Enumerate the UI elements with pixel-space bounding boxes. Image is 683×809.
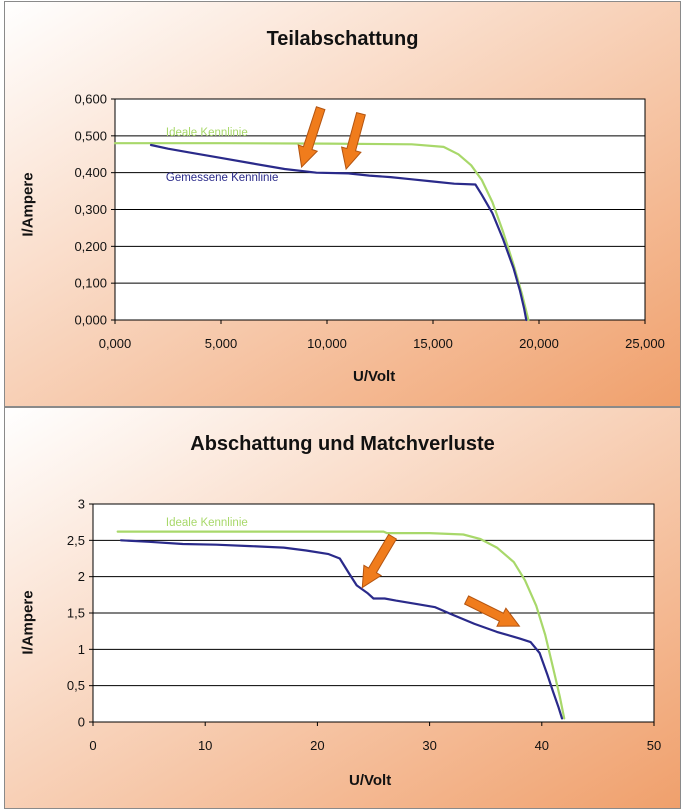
y-axis-title: I/Ampere — [19, 590, 37, 655]
y-tick-label: 0,200 — [74, 239, 107, 254]
x-tick-label: 25,000 — [625, 336, 665, 351]
series-line-measured — [149, 143, 528, 322]
x-tick-label: 10,000 — [307, 336, 347, 351]
y-tick-label: 1 — [78, 642, 85, 657]
arrow-marker — [297, 106, 326, 169]
arrow-marker — [463, 595, 521, 627]
chart-panel-teilabschattung: 0,000 0,100 0,200 0,300 0,400 0,500 0,600 0,000… — [4, 1, 681, 407]
series-line-measured — [119, 539, 564, 720]
y-tick-label: 0,000 — [74, 313, 107, 328]
y-tick-label: 0,5 — [67, 678, 85, 693]
x-tick-label: 40 — [535, 738, 549, 753]
y-tick-label: 0,500 — [74, 128, 107, 143]
chart-panel-abschattung-matchverluste: 0 0,5 1 1,5 2 2,5 3 0 10 20 30 40 50 Ideale Kennlinie… — [4, 407, 681, 809]
series-line-ideal — [116, 530, 566, 720]
y-tick-label: 3 — [78, 497, 85, 512]
arrow-marker — [340, 111, 366, 171]
y-tick-label: 0,400 — [74, 165, 107, 180]
y-tick-label: 2 — [78, 569, 85, 584]
series-line-ideal — [113, 142, 530, 322]
x-tick-label: 20,000 — [519, 336, 559, 351]
y-tick-label: 0,600 — [74, 92, 107, 107]
series-label: Ideale Kennlinie — [166, 127, 248, 139]
x-tick-label: 0,000 — [99, 336, 132, 351]
y-tick-label: 0,100 — [74, 276, 107, 291]
y-tick-label: 2,5 — [67, 533, 85, 548]
chart-title: Abschattung und Matchverluste — [190, 433, 495, 455]
series-label: Ideale Kennlinie — [166, 517, 248, 529]
x-tick-label: 10 — [198, 738, 212, 753]
x-tick-label: 20 — [310, 738, 324, 753]
x-tick-label: 15,000 — [413, 336, 453, 351]
x-tick-label: 5,000 — [205, 336, 238, 351]
x-tick-label: 0 — [89, 738, 96, 753]
arrow-marker — [361, 533, 398, 589]
series-label: Gemessene Kennlinie — [166, 172, 279, 184]
x-tick-label: 50 — [647, 738, 661, 753]
y-tick-label: 0 — [78, 715, 85, 730]
chart-canvas: 0,000 0,100 0,200 0,300 0,400 0,500 0,600 0,000… — [5, 2, 680, 406]
x-tick-label: 30 — [422, 738, 436, 753]
chart-title: Teilabschattung — [266, 28, 419, 50]
y-tick-label: 0,300 — [74, 202, 107, 217]
y-tick-label: 1,5 — [67, 606, 85, 621]
x-axis-title: U/Volt — [349, 772, 392, 789]
x-axis-title: U/Volt — [353, 368, 396, 385]
y-axis-title: I/Ampere — [19, 172, 37, 237]
